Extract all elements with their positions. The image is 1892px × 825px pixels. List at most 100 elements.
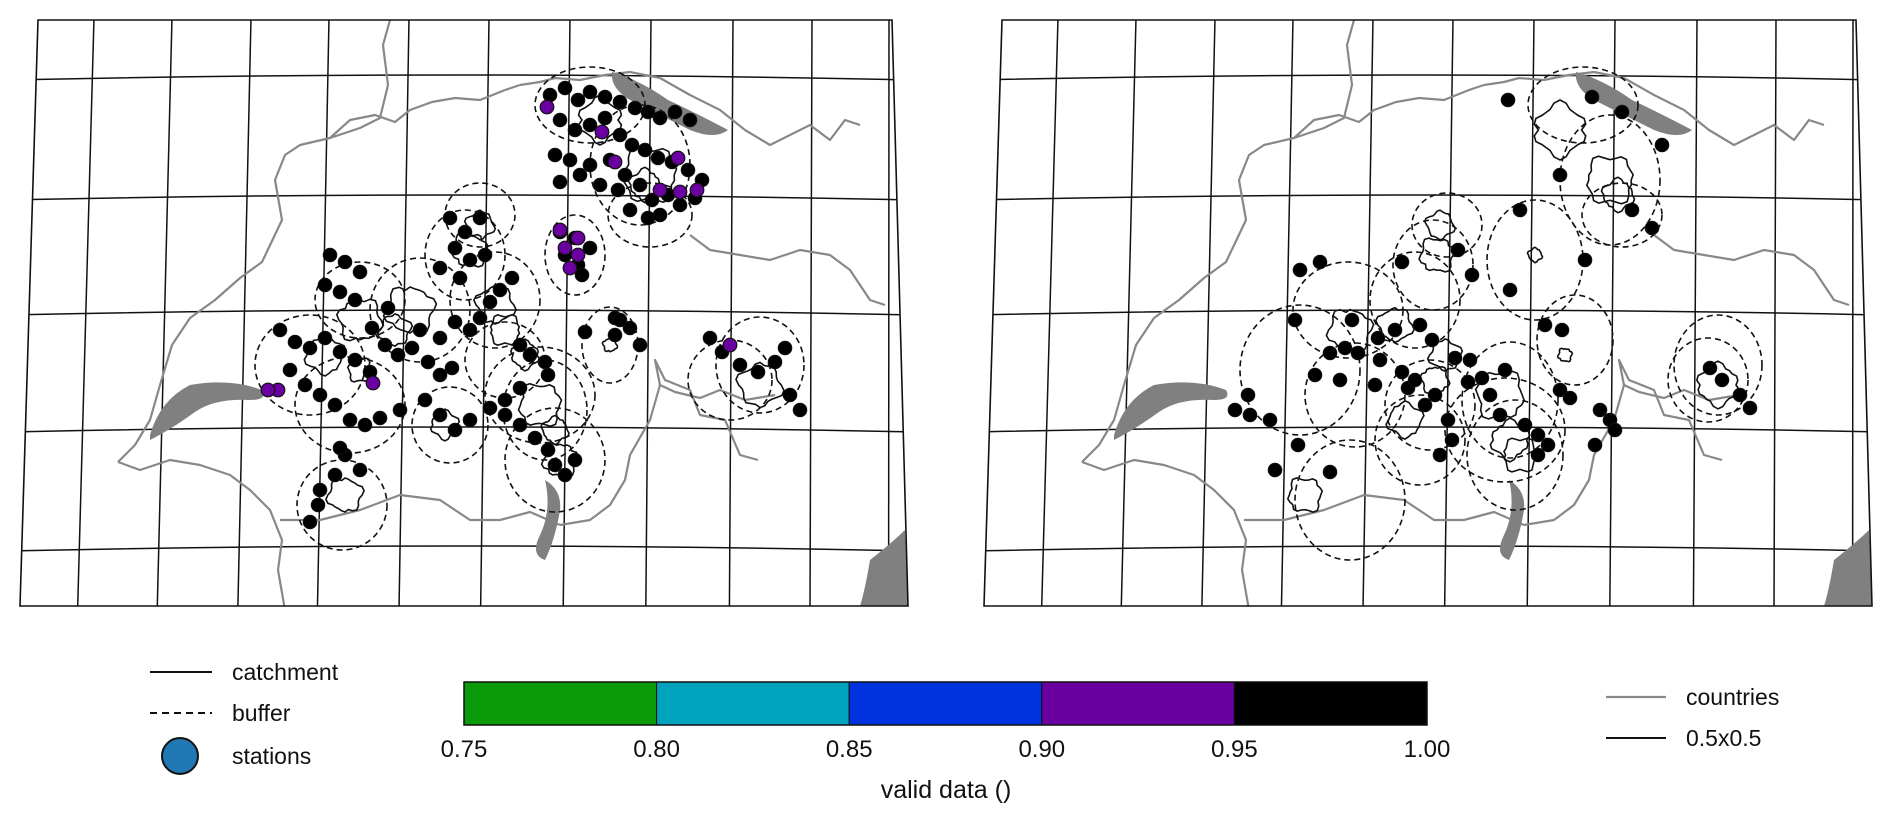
station-marker (357, 417, 373, 433)
station-marker (552, 112, 568, 128)
station-marker (750, 364, 766, 380)
station-marker (1732, 387, 1748, 403)
station-marker (1432, 447, 1448, 463)
station-marker (412, 322, 428, 338)
station-marker (392, 402, 408, 418)
grid-right (984, 20, 1872, 606)
station-marker (582, 157, 598, 173)
graticule-meridian (1201, 20, 1216, 606)
station-marker (527, 430, 543, 446)
graticule-parallel (20, 74, 908, 81)
graticule-meridian (1362, 20, 1374, 606)
station-marker (570, 247, 586, 263)
country-border (689, 234, 886, 307)
station-marker (732, 357, 748, 373)
country-borders-left (117, 20, 886, 606)
buffer-outline (411, 386, 489, 464)
station-marker (1344, 312, 1360, 328)
station-marker (539, 99, 555, 115)
station-marker (624, 137, 640, 153)
station-marker (640, 104, 656, 120)
station-marker (432, 367, 448, 383)
map-panel-left (19, 19, 909, 607)
station-marker (1367, 377, 1383, 393)
buffer-outline (449, 251, 541, 349)
station-marker (1337, 340, 1353, 356)
station-marker (622, 202, 638, 218)
catchment-legend-label: catchment (232, 659, 339, 685)
buffer-outline (544, 214, 606, 296)
station-marker (317, 330, 333, 346)
graticule-meridian (1120, 20, 1137, 606)
buffers-right (1239, 66, 1763, 561)
buffer-outline (1486, 199, 1584, 321)
station-marker (312, 482, 328, 498)
station-marker (1290, 437, 1306, 453)
colorbar-bin (463, 681, 658, 726)
station-marker (332, 344, 348, 360)
station-marker (447, 240, 463, 256)
station-marker (492, 282, 508, 298)
station-marker (1742, 400, 1758, 416)
station-marker (577, 324, 593, 340)
lakes-left (150, 72, 908, 606)
station-marker (472, 210, 488, 226)
lake-shape (536, 480, 561, 560)
buffer-outline (1461, 341, 1559, 459)
station-marker (572, 167, 588, 183)
station-marker (365, 375, 381, 391)
colorbar-tick-label: 0.85 (826, 736, 873, 763)
station-marker (302, 514, 318, 530)
station-marker (1227, 402, 1243, 418)
station-marker (1587, 437, 1603, 453)
station-marker (1394, 364, 1410, 380)
country-border (329, 83, 521, 139)
station-marker (1517, 417, 1533, 433)
station-marker (557, 467, 573, 483)
station-marker (612, 312, 628, 328)
colorbar-bin (656, 681, 850, 726)
station-marker (512, 417, 528, 433)
country-border (1653, 234, 1850, 307)
station-marker (1440, 412, 1456, 428)
station-marker (1554, 322, 1570, 338)
station-marker (287, 334, 303, 350)
station-marker (1307, 367, 1323, 383)
catchments-right (1286, 99, 1741, 513)
station-marker (1530, 427, 1546, 443)
station-marker (1407, 372, 1423, 388)
catchment-outline (1423, 209, 1457, 241)
buffer-outline (715, 316, 805, 414)
colorbar-tick-label: 0.90 (1018, 736, 1065, 763)
station-marker (482, 400, 498, 416)
station-marker (650, 150, 666, 166)
station-marker (594, 124, 610, 140)
station-marker (1482, 387, 1498, 403)
station-marker (570, 92, 586, 108)
catchment-outline (1526, 246, 1544, 264)
station-marker (1577, 252, 1593, 268)
station-marker (297, 377, 313, 393)
station-marker (462, 412, 478, 428)
country-border (280, 493, 561, 527)
station-marker (1464, 267, 1480, 283)
station-marker (672, 197, 688, 213)
station-marker (420, 354, 436, 370)
map-frame-right (983, 19, 1873, 607)
buffer-outline (1536, 294, 1614, 386)
station-marker (562, 152, 578, 168)
graticule-meridian (1280, 20, 1294, 606)
station-marker (1584, 89, 1600, 105)
colorbar-tick-label: 0.75 (441, 736, 488, 763)
station-marker (1242, 407, 1258, 423)
station-marker (1462, 352, 1478, 368)
station-marker (482, 294, 498, 310)
station-marker (644, 192, 660, 208)
country-border (1081, 458, 1251, 606)
buffer-outline (504, 407, 606, 513)
station-marker (1654, 137, 1670, 153)
colorbar-frame (463, 681, 1428, 726)
station-marker (652, 182, 668, 198)
colorbar-bins (463, 681, 1428, 726)
